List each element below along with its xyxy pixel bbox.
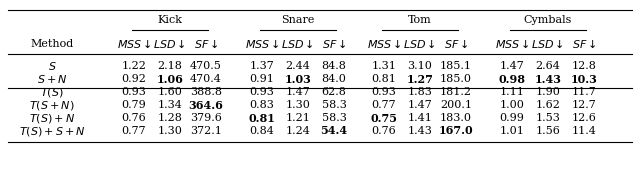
Text: 11.4: 11.4 [572, 126, 596, 136]
Text: 84.0: 84.0 [321, 74, 346, 84]
Text: 1.62: 1.62 [536, 100, 561, 110]
Text: $LSD\downarrow$: $LSD\downarrow$ [403, 38, 436, 50]
Text: 0.83: 0.83 [250, 100, 275, 110]
Text: 1.60: 1.60 [157, 87, 182, 97]
Text: 12.7: 12.7 [572, 100, 596, 110]
Text: 58.3: 58.3 [321, 113, 346, 123]
Text: 372.1: 372.1 [190, 126, 222, 136]
Text: 58.3: 58.3 [321, 100, 346, 110]
Text: 1.90: 1.90 [536, 87, 561, 97]
Text: 1.56: 1.56 [536, 126, 561, 136]
Text: 181.2: 181.2 [440, 87, 472, 97]
Text: 12.8: 12.8 [572, 61, 596, 71]
Text: Snare: Snare [282, 15, 315, 25]
Text: Tom: Tom [408, 15, 432, 25]
Text: 1.30: 1.30 [157, 126, 182, 136]
Text: 0.93: 0.93 [250, 87, 275, 97]
Text: 1.21: 1.21 [285, 113, 310, 123]
Text: $S+N$: $S+N$ [36, 73, 67, 85]
Text: $T(S)+N$: $T(S)+N$ [29, 111, 75, 125]
Text: 1.27: 1.27 [406, 73, 433, 85]
Text: 1.24: 1.24 [285, 126, 310, 136]
Text: 388.8: 388.8 [190, 87, 222, 97]
Text: $MSS\downarrow$: $MSS\downarrow$ [116, 38, 152, 50]
Text: $SF\downarrow$: $SF\downarrow$ [572, 38, 596, 50]
Text: 1.28: 1.28 [157, 113, 182, 123]
Text: $\mathbf{Table\ 3}$  Results ...: $\mathbf{Table\ 3}$ Results ... [8, 162, 104, 174]
Text: $MSS\downarrow$: $MSS\downarrow$ [495, 38, 529, 50]
Text: 1.43: 1.43 [534, 73, 561, 85]
Text: 1.31: 1.31 [372, 61, 396, 71]
Text: 0.81: 0.81 [248, 113, 275, 123]
Text: 0.77: 0.77 [122, 126, 147, 136]
Text: 11.7: 11.7 [572, 87, 596, 97]
Text: $T(S+N)$: $T(S+N)$ [29, 99, 75, 111]
Text: $MSS\downarrow$: $MSS\downarrow$ [367, 38, 401, 50]
Text: 10.3: 10.3 [571, 73, 597, 85]
Text: 84.8: 84.8 [321, 61, 346, 71]
Text: 1.53: 1.53 [536, 113, 561, 123]
Text: $MSS\downarrow$: $MSS\downarrow$ [244, 38, 280, 50]
Text: 470.4: 470.4 [190, 74, 222, 84]
Text: 1.30: 1.30 [285, 100, 310, 110]
Text: $S$: $S$ [47, 60, 56, 72]
Text: 0.77: 0.77 [372, 100, 396, 110]
Text: 0.81: 0.81 [372, 74, 396, 84]
Text: 3.10: 3.10 [408, 61, 433, 71]
Text: 1.43: 1.43 [408, 126, 433, 136]
Text: $SF\downarrow$: $SF\downarrow$ [322, 38, 346, 50]
Text: Method: Method [30, 39, 74, 49]
Text: 1.03: 1.03 [285, 73, 312, 85]
Text: 200.1: 200.1 [440, 100, 472, 110]
Text: 0.99: 0.99 [500, 113, 524, 123]
Text: 2.44: 2.44 [285, 61, 310, 71]
Text: 470.5: 470.5 [190, 61, 222, 71]
Text: 0.92: 0.92 [122, 74, 147, 84]
Text: $SF\downarrow$: $SF\downarrow$ [444, 38, 468, 50]
Text: 1.47: 1.47 [500, 61, 524, 71]
Text: 1.47: 1.47 [285, 87, 310, 97]
Text: 1.37: 1.37 [250, 61, 275, 71]
Text: $T(S)$: $T(S)$ [40, 85, 64, 99]
Text: 12.6: 12.6 [572, 113, 596, 123]
Text: 185.1: 185.1 [440, 61, 472, 71]
Text: 0.98: 0.98 [499, 73, 525, 85]
Text: $LSD\downarrow$: $LSD\downarrow$ [154, 38, 186, 50]
Text: 1.00: 1.00 [500, 100, 524, 110]
Text: 0.76: 0.76 [122, 113, 147, 123]
Text: 0.84: 0.84 [250, 126, 275, 136]
Text: $LSD\downarrow$: $LSD\downarrow$ [282, 38, 314, 50]
Text: 1.41: 1.41 [408, 113, 433, 123]
Text: 0.93: 0.93 [372, 87, 396, 97]
Text: 379.6: 379.6 [190, 113, 222, 123]
Text: 1.06: 1.06 [157, 73, 184, 85]
Text: 1.11: 1.11 [500, 87, 524, 97]
Text: 54.4: 54.4 [321, 125, 348, 137]
Text: 0.91: 0.91 [250, 74, 275, 84]
Text: Kick: Kick [157, 15, 182, 25]
Text: Cymbals: Cymbals [524, 15, 572, 25]
Text: 167.0: 167.0 [438, 125, 474, 137]
Text: 1.01: 1.01 [500, 126, 524, 136]
Text: 0.76: 0.76 [372, 126, 396, 136]
Text: $SF\downarrow$: $SF\downarrow$ [194, 38, 218, 50]
Text: 0.79: 0.79 [122, 100, 147, 110]
Text: 0.75: 0.75 [371, 113, 397, 123]
Text: $LSD\downarrow$: $LSD\downarrow$ [531, 38, 564, 50]
Text: 2.18: 2.18 [157, 61, 182, 71]
Text: 1.34: 1.34 [157, 100, 182, 110]
Text: 185.0: 185.0 [440, 74, 472, 84]
Text: 0.93: 0.93 [122, 87, 147, 97]
Text: $T(S)+S+N$: $T(S)+S+N$ [19, 125, 86, 137]
Text: 62.8: 62.8 [321, 87, 346, 97]
Text: 1.22: 1.22 [122, 61, 147, 71]
Text: 1.47: 1.47 [408, 100, 433, 110]
Text: 2.64: 2.64 [536, 61, 561, 71]
Text: 364.6: 364.6 [189, 99, 223, 111]
Text: 1.83: 1.83 [408, 87, 433, 97]
Text: 183.0: 183.0 [440, 113, 472, 123]
